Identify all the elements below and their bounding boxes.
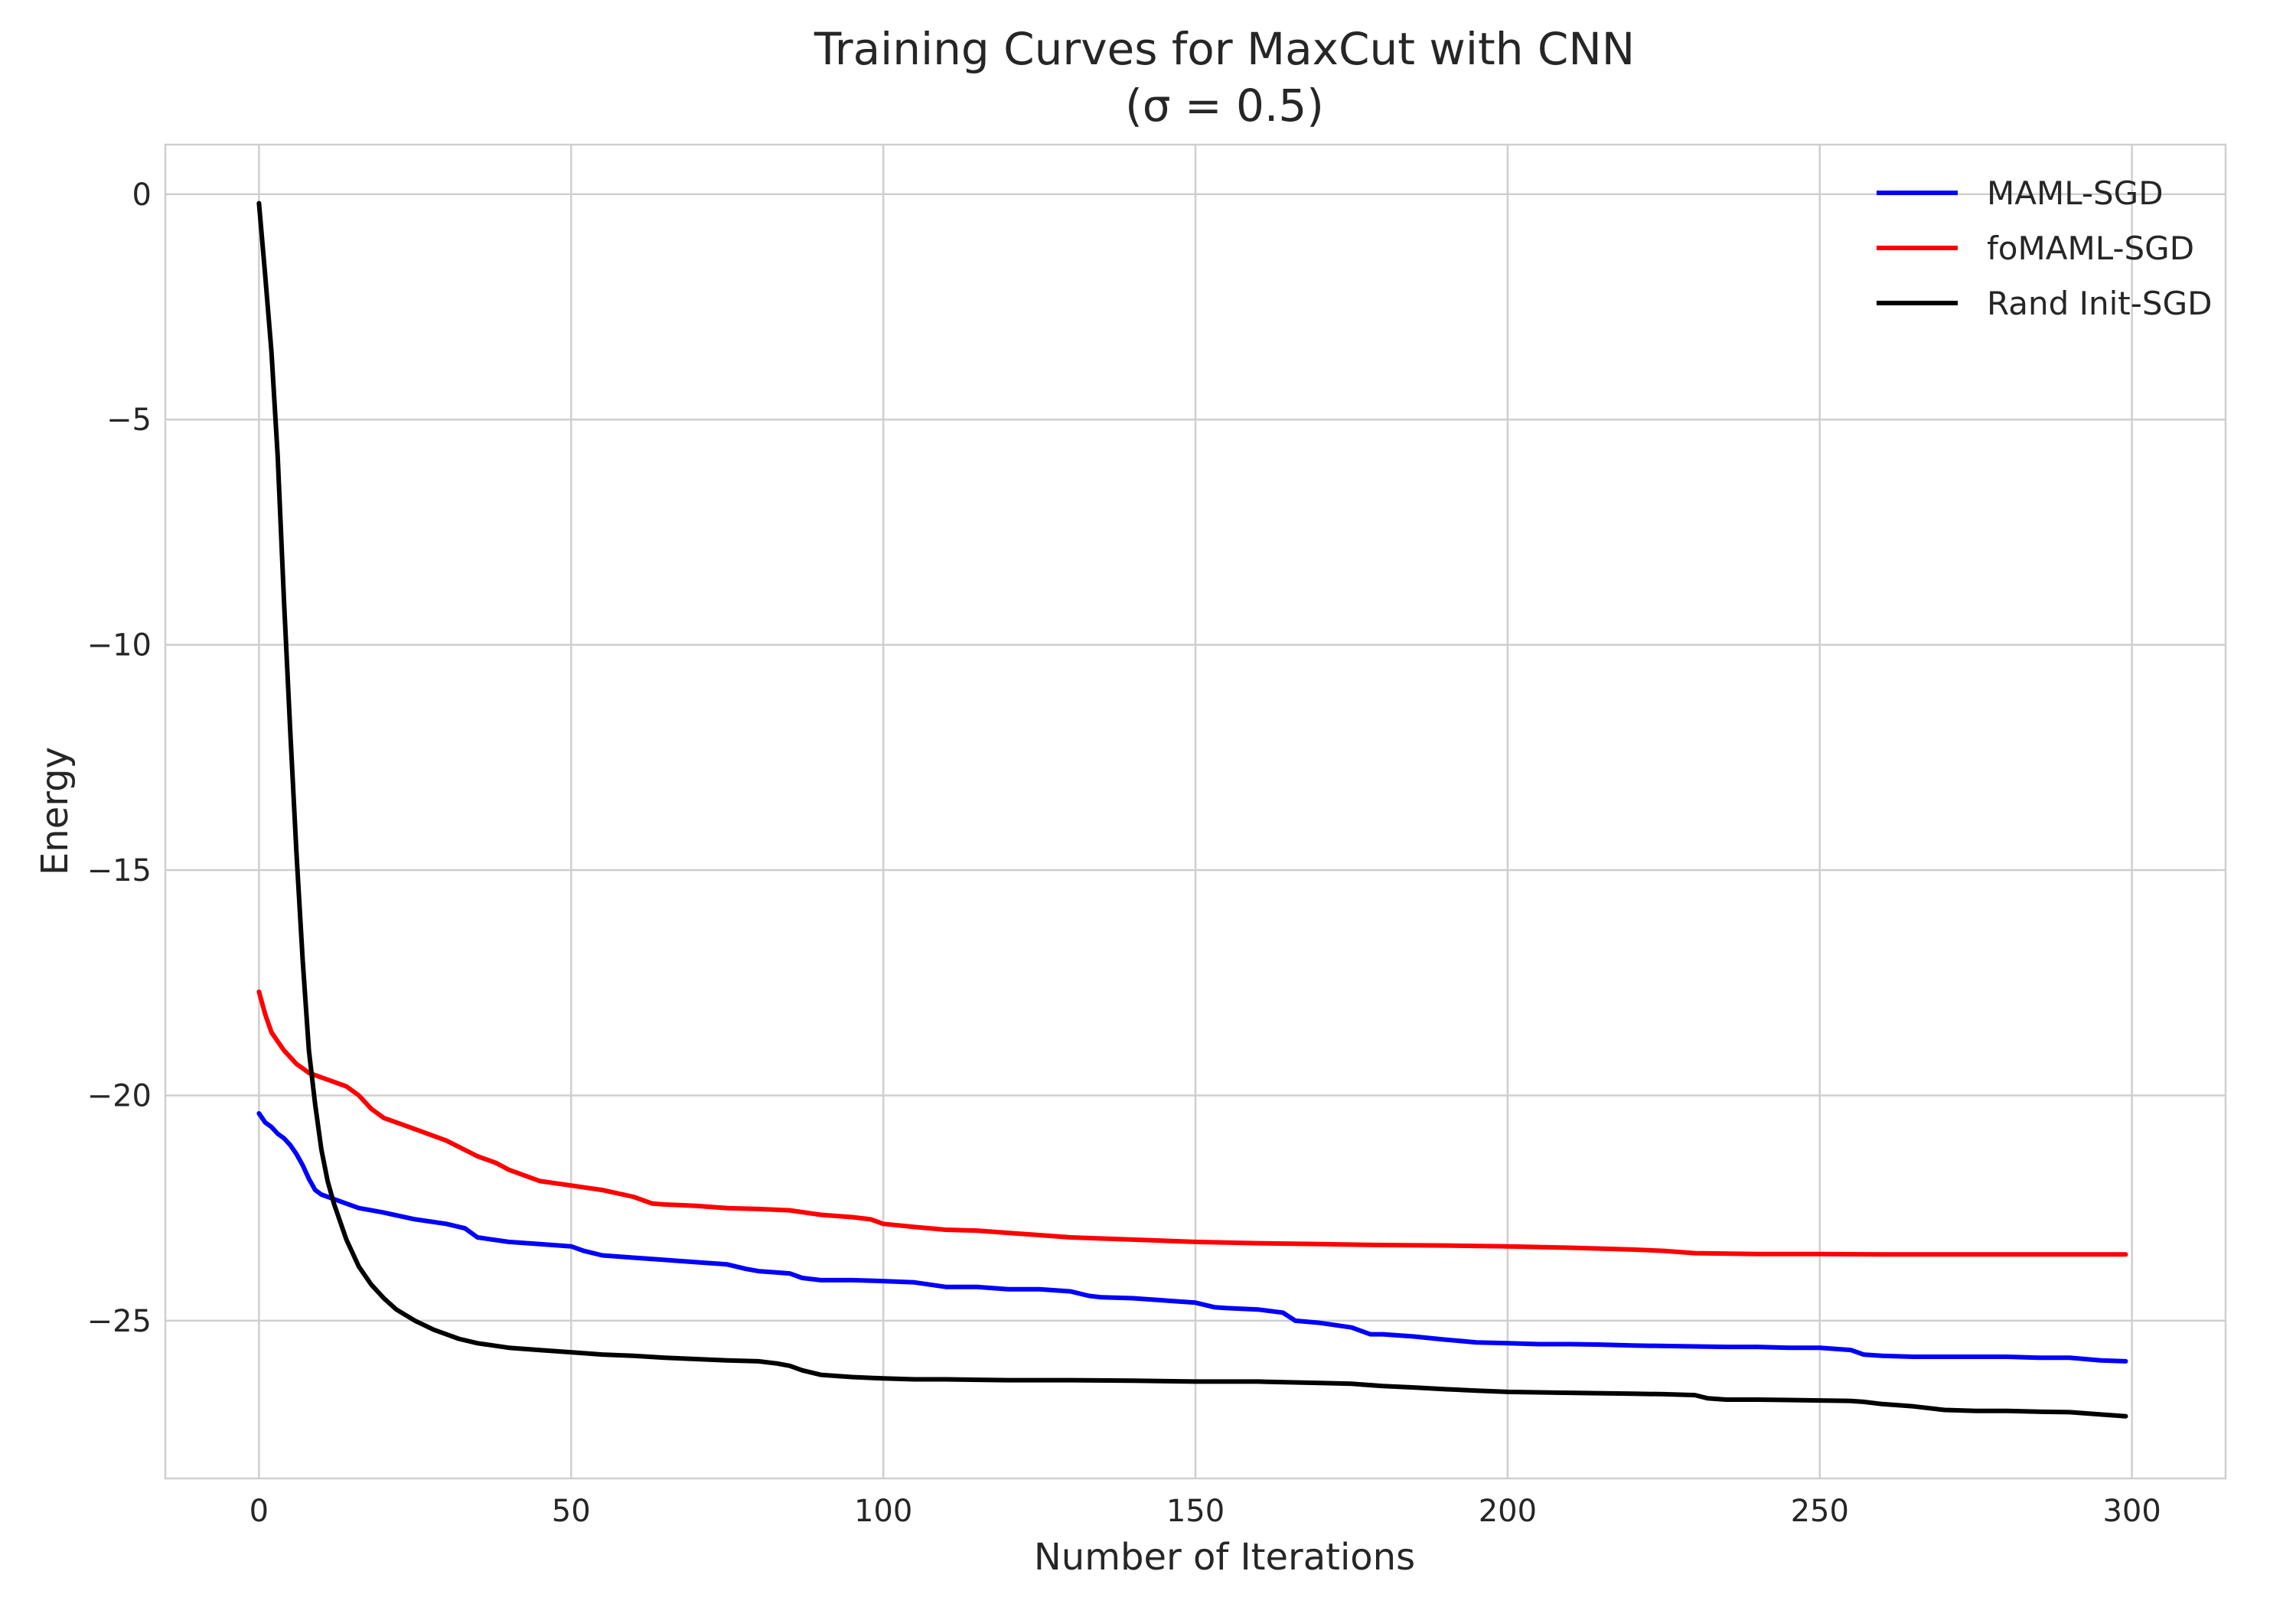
- x-tick-label: 200: [1479, 1494, 1537, 1529]
- legend-label-fomaml-sgd: foMAML-SGD: [1987, 230, 2194, 267]
- x-tick-label: 0: [249, 1494, 269, 1529]
- y-axis-label: Energy: [34, 747, 77, 875]
- legend-label-maml-sgd: MAML-SGD: [1987, 174, 2164, 212]
- x-tick-label: 50: [552, 1494, 591, 1529]
- chart-subtitle: (σ = 0.5): [1125, 80, 1324, 132]
- y-tick-label: −25: [87, 1304, 152, 1339]
- y-tick-label: −10: [87, 628, 152, 663]
- x-axis-ticks: 0 50 100 150 200 250 300: [249, 1494, 2161, 1529]
- y-tick-label: −20: [87, 1078, 152, 1113]
- plot-area-frame: [164, 143, 2227, 1480]
- series-group: [256, 200, 2128, 1419]
- y-axis-ticks: 0 −5 −10 −15 −20 −25: [87, 178, 152, 1339]
- y-tick-label: 0: [132, 178, 152, 213]
- series-line-rand-init-sgd: [256, 200, 2128, 1419]
- chart-title: Training Curves for MaxCut with CNN: [814, 23, 1635, 75]
- series-line-maml-sgd: [256, 1111, 2128, 1364]
- y-tick-label: −15: [87, 853, 152, 888]
- series-line-fomaml-sgd: [256, 989, 2128, 1257]
- legend-label-rand-init-sgd: Rand Init-SGD: [1987, 285, 2212, 322]
- y-tick-label: −5: [106, 403, 152, 438]
- x-tick-label: 300: [2102, 1494, 2161, 1529]
- grid: [165, 145, 2226, 1478]
- x-tick-label: 150: [1166, 1494, 1225, 1529]
- x-tick-label: 100: [854, 1494, 912, 1529]
- legend: MAML-SGD foMAML-SGD Rand Init-SGD: [1877, 174, 2212, 322]
- x-tick-label: 250: [1791, 1494, 1849, 1529]
- x-axis-label: Number of Iterations: [1034, 1536, 1415, 1579]
